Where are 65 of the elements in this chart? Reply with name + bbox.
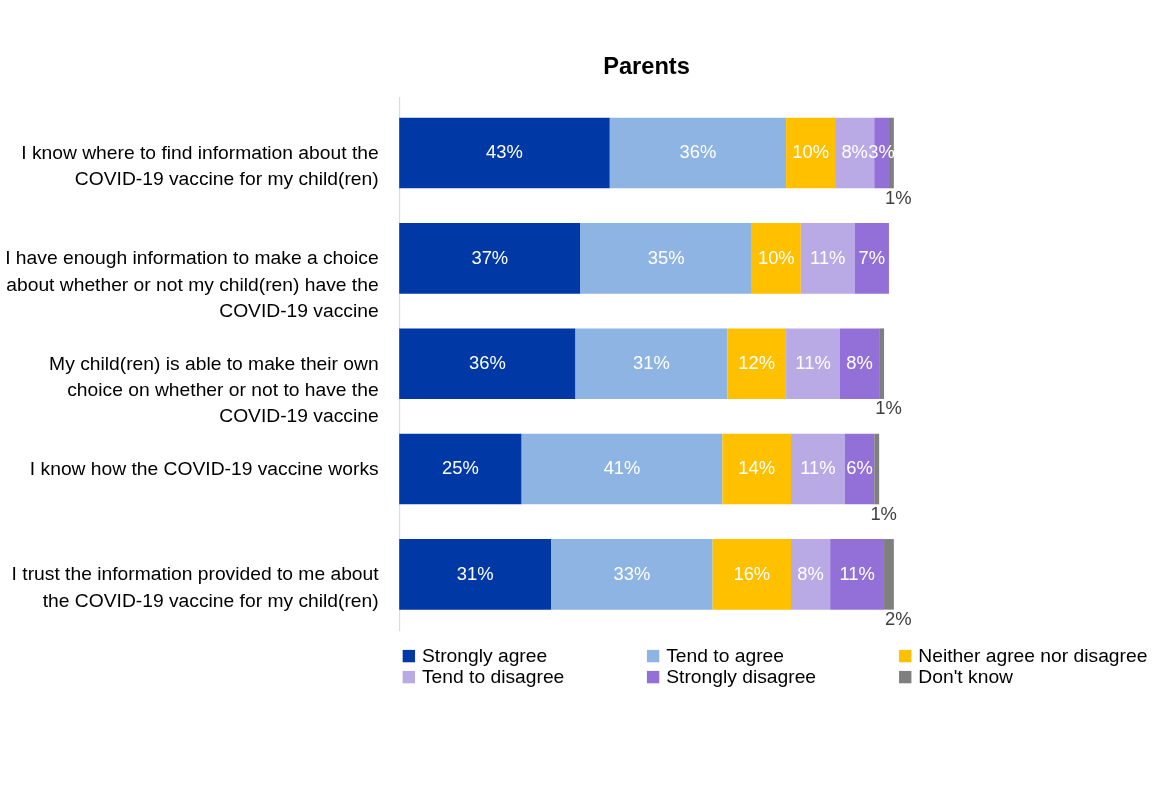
bar [399, 117, 610, 189]
y-tick-label: I know how the COVID-19 vaccine works [29, 458, 379, 480]
y-tick-label: I have enough information to make a choice about whether or not my child(ren) have the COVID-19 vaccine [5, 247, 379, 322]
data-label: 1% [870, 502, 897, 524]
legend-label: Tend to disagree [421, 666, 565, 688]
legend-label: Tend to agree [666, 645, 784, 667]
bar [854, 223, 889, 294]
bar [580, 223, 752, 294]
bar [879, 328, 885, 399]
data-label: 8% [797, 562, 824, 584]
y-tick-label: I know where to find information about the COVID-19 vaccine for my child(ren) [21, 142, 379, 190]
bar [800, 223, 855, 294]
bar [399, 223, 581, 294]
data-label: 10% [757, 246, 795, 268]
bar [786, 328, 840, 399]
bar [884, 539, 894, 610]
legend-label: Don't know [918, 666, 1014, 688]
bar [874, 433, 880, 505]
bar [727, 328, 787, 399]
data-label: 12% [738, 351, 776, 373]
data-label: 14% [738, 457, 776, 479]
bar [521, 433, 723, 505]
data-label: 36% [679, 141, 717, 163]
bar [786, 117, 836, 189]
bar [791, 539, 831, 610]
data-label: 33% [613, 562, 651, 584]
data-label: 11% [810, 246, 846, 268]
legend-label: Strongly disagree [666, 666, 817, 688]
data-label: 11% [800, 457, 836, 479]
data-label: 1% [885, 186, 912, 208]
y-tick-label: I trust the information provided to me about the COVID-19 vaccine for my child(ren) [11, 563, 380, 611]
legend-label: Strongly agree [421, 645, 548, 667]
data-label: 11% [795, 351, 831, 373]
bar [575, 328, 728, 399]
data-label: 7% [858, 246, 886, 268]
bar [399, 539, 552, 610]
data-label: 6% [846, 457, 873, 479]
bar [399, 433, 522, 505]
data-label: 36% [468, 351, 506, 373]
bar [712, 539, 792, 610]
data-label: 11% [839, 562, 875, 584]
data-label: 8% [846, 351, 873, 373]
data-label: 2% [885, 608, 912, 630]
data-label: 37% [471, 246, 509, 268]
data-label: 25% [442, 457, 479, 479]
legend-label: Neither agree nor disagree [918, 645, 1148, 667]
data-label: 35% [647, 246, 685, 268]
bar [722, 433, 792, 505]
bar [399, 328, 576, 399]
data-label: 16% [733, 562, 771, 584]
data-label: 31% [633, 351, 670, 373]
chart-title: Parents [603, 52, 690, 79]
bar [609, 117, 787, 189]
data-label: 1% [875, 397, 902, 419]
bar [791, 433, 845, 505]
data-label: 43% [486, 141, 523, 163]
bar [751, 223, 801, 294]
y-tick-label: My child(ren) is able to make their own choice on whether or not to have the COVID-19 vaccine [49, 352, 379, 427]
bar [830, 539, 885, 610]
data-label: 41% [603, 457, 641, 479]
data-label: 31% [456, 562, 494, 584]
bar [551, 539, 713, 610]
bar [839, 328, 880, 399]
data-label: 8% [841, 141, 868, 163]
data-label: 10% [792, 141, 829, 163]
